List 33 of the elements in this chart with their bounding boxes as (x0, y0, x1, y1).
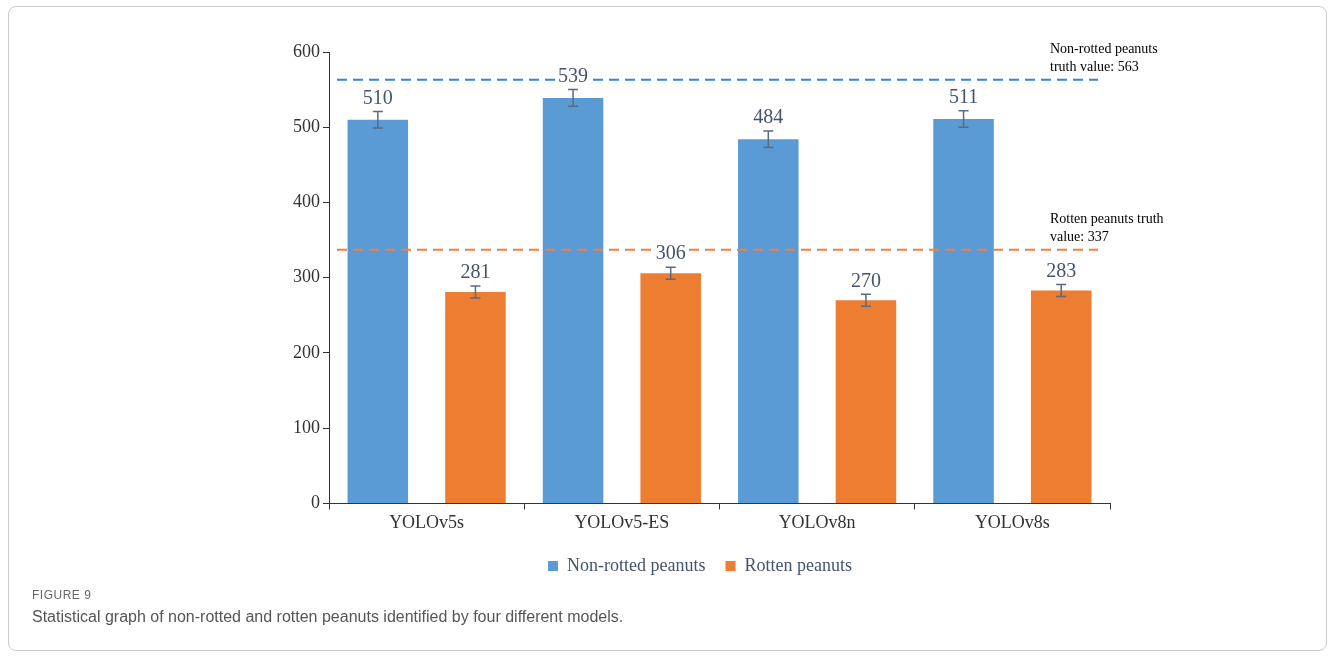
x-tick-label: YOLOv5s (389, 511, 465, 532)
data-label: 510 (362, 85, 393, 108)
y-tick-label: 0 (311, 492, 320, 513)
bar (835, 300, 897, 503)
legend-label: Non-rotted peanuts (567, 554, 706, 575)
data-label: 511 (948, 84, 979, 107)
data-label: 281 (460, 260, 491, 283)
x-tick-label: YOLOv5-ES (574, 511, 670, 532)
text: Statistical graph of non-rotted and rotten peanuts identified by four different models. (32, 608, 625, 626)
bar (640, 273, 701, 503)
bar (933, 118, 994, 503)
data-label: 306 (655, 241, 686, 264)
y-tick-label: 200 (293, 341, 320, 362)
x-tick-label: YOLOv8s (974, 511, 1050, 532)
ref-line-label: Rotten peanuts truth value: 337 (1050, 210, 1164, 244)
y-tick-label: 400 (293, 191, 320, 212)
y-tick-label: 600 (293, 40, 320, 61)
y-tick-label: 300 (293, 266, 320, 287)
y-tick-label: 100 (293, 416, 320, 437)
bar (445, 291, 506, 503)
bar (738, 139, 799, 503)
bar (1030, 290, 1092, 503)
bar (347, 119, 409, 503)
bar (542, 97, 604, 503)
legend-label: Rotten peanuts (744, 554, 852, 575)
ref-line-label: Non-rotted peanuts truth value: 563 (1050, 40, 1158, 74)
y-tick-label: 500 (293, 115, 320, 136)
data-label: 270 (850, 268, 881, 291)
data-label: 283 (1046, 258, 1077, 281)
data-label: 484 (753, 105, 784, 128)
x-tick-label: YOLOv8n (778, 511, 856, 532)
data-label: 539 (558, 63, 589, 86)
caption: FIGURE 9 (32, 588, 93, 602)
